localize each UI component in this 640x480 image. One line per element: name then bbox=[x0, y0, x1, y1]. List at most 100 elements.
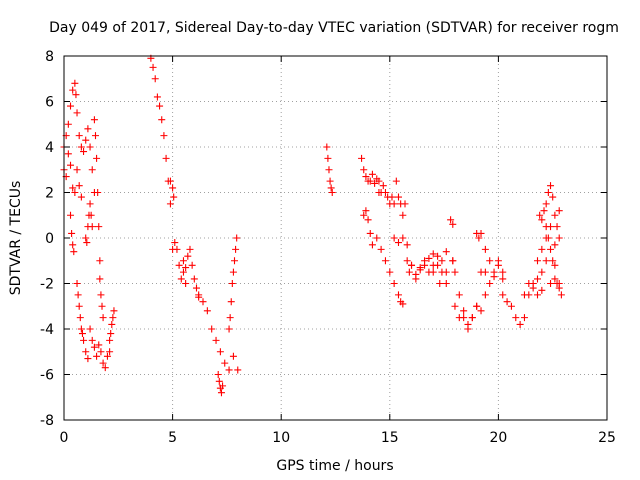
y-tick-label: -2 bbox=[40, 277, 54, 293]
data-point bbox=[447, 216, 455, 224]
data-point bbox=[429, 268, 437, 276]
data-point bbox=[82, 234, 90, 242]
data-point bbox=[401, 200, 409, 208]
data-point bbox=[107, 330, 115, 338]
data-point bbox=[405, 268, 413, 276]
data-point bbox=[449, 257, 457, 265]
data-point bbox=[362, 173, 370, 181]
data-point bbox=[390, 280, 398, 287]
data-point bbox=[64, 150, 72, 158]
data-point bbox=[547, 182, 555, 190]
data-point bbox=[324, 154, 332, 162]
data-point bbox=[88, 166, 96, 174]
data-point bbox=[97, 291, 105, 299]
data-point bbox=[379, 182, 387, 190]
data-point bbox=[542, 200, 550, 208]
data-point bbox=[436, 280, 444, 287]
axes: 0 5 10 15 20 25 -8 -6 -4 -2 0 2 4 6 8 bbox=[40, 49, 616, 446]
data-point bbox=[77, 325, 85, 333]
data-point bbox=[73, 109, 81, 117]
data-point bbox=[451, 268, 459, 276]
data-point bbox=[76, 314, 84, 322]
data-point bbox=[547, 280, 555, 287]
data-point bbox=[362, 207, 370, 215]
data-point bbox=[214, 371, 222, 378]
data-point bbox=[228, 280, 236, 287]
data-point bbox=[208, 325, 216, 333]
data-point bbox=[225, 325, 233, 333]
data-point bbox=[455, 291, 463, 299]
data-point bbox=[473, 302, 481, 310]
data-point bbox=[499, 291, 507, 299]
x-tick-label: 0 bbox=[60, 430, 69, 446]
data-point bbox=[368, 170, 376, 178]
data-point bbox=[68, 229, 76, 237]
data-point bbox=[390, 200, 398, 208]
data-point bbox=[88, 336, 96, 344]
data-point bbox=[229, 268, 237, 276]
data-point bbox=[516, 320, 524, 328]
data-point bbox=[86, 325, 94, 333]
data-point bbox=[97, 348, 105, 356]
data-point bbox=[72, 91, 80, 99]
data-point bbox=[394, 193, 402, 201]
data-point bbox=[182, 280, 190, 287]
data-point bbox=[536, 211, 544, 219]
data-point bbox=[156, 102, 164, 110]
data-point bbox=[425, 254, 433, 262]
data-point bbox=[394, 291, 402, 299]
plot-frame bbox=[63, 55, 608, 421]
data-point bbox=[96, 257, 104, 265]
data-point bbox=[74, 291, 82, 299]
data-point bbox=[179, 257, 187, 265]
data-point bbox=[325, 166, 333, 174]
data-point bbox=[371, 179, 379, 187]
data-point bbox=[171, 239, 179, 247]
x-tick-label: 20 bbox=[489, 430, 507, 446]
data-point bbox=[538, 216, 546, 224]
data-point bbox=[386, 268, 394, 276]
y-tick-label: 6 bbox=[45, 95, 54, 111]
data-point bbox=[64, 120, 72, 128]
data-point bbox=[175, 261, 183, 269]
data-point bbox=[544, 189, 552, 196]
data-point bbox=[551, 241, 559, 249]
data-point bbox=[77, 193, 85, 201]
data-point bbox=[403, 241, 411, 249]
data-point bbox=[219, 382, 227, 390]
data-point bbox=[412, 270, 420, 278]
data-point bbox=[403, 257, 411, 265]
data-point bbox=[162, 154, 170, 162]
data-point bbox=[195, 293, 203, 301]
data-point bbox=[327, 184, 335, 192]
data-point bbox=[160, 132, 168, 140]
y-tick-label: 0 bbox=[45, 231, 54, 247]
x-tick-label: 10 bbox=[272, 430, 290, 446]
data-point bbox=[481, 291, 489, 299]
data-point bbox=[520, 291, 528, 299]
data-point bbox=[153, 93, 161, 101]
data-point bbox=[533, 291, 541, 299]
data-point bbox=[71, 189, 79, 196]
data-point bbox=[151, 75, 159, 83]
data-point bbox=[67, 161, 75, 169]
data-point bbox=[101, 364, 109, 372]
data-point bbox=[366, 177, 374, 185]
data-point bbox=[110, 307, 118, 315]
data-point bbox=[392, 177, 400, 185]
data-point bbox=[179, 268, 187, 276]
data-point bbox=[69, 241, 77, 249]
data-point bbox=[90, 343, 98, 351]
data-point bbox=[158, 116, 166, 124]
data-points bbox=[60, 54, 565, 397]
data-point bbox=[221, 359, 229, 367]
data-point bbox=[557, 291, 565, 299]
data-point bbox=[553, 223, 561, 231]
data-point bbox=[80, 336, 88, 344]
data-point bbox=[82, 136, 90, 144]
data-point bbox=[399, 234, 407, 242]
data-point bbox=[499, 268, 507, 276]
data-point bbox=[442, 280, 450, 287]
data-point bbox=[494, 257, 502, 265]
